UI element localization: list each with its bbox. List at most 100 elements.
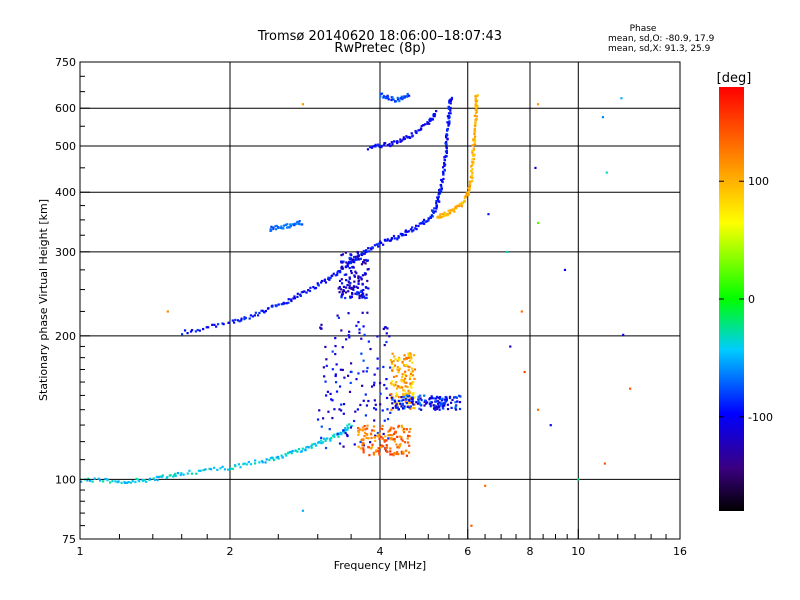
data-point <box>334 373 337 376</box>
data-point <box>156 479 159 482</box>
data-point <box>396 96 399 99</box>
data-point <box>402 452 405 455</box>
data-point <box>311 443 314 446</box>
data-point <box>445 399 448 402</box>
data-point <box>403 405 406 408</box>
data-point <box>350 287 353 290</box>
data-point <box>261 309 264 312</box>
data-point <box>372 451 376 454</box>
data-point <box>429 397 432 400</box>
data-point <box>400 450 403 453</box>
data-point <box>129 481 132 484</box>
data-point <box>443 398 447 401</box>
data-point <box>407 392 411 395</box>
data-point <box>440 185 443 188</box>
data-point <box>388 143 391 146</box>
data-point <box>446 128 449 131</box>
data-point <box>353 255 356 259</box>
data-point <box>423 399 427 402</box>
data-point <box>403 373 407 376</box>
data-point <box>276 455 280 459</box>
data-point <box>282 302 285 306</box>
data-point <box>443 164 446 167</box>
data-point <box>469 182 472 185</box>
data-point <box>361 444 364 447</box>
data-point <box>284 223 287 226</box>
data-point <box>362 295 366 298</box>
data-point <box>202 469 205 472</box>
data-point <box>338 285 341 289</box>
data-point <box>369 432 373 435</box>
data-point <box>408 375 412 378</box>
data-point <box>221 465 224 468</box>
data-point <box>172 475 175 478</box>
data-point <box>379 403 382 406</box>
data-point <box>287 226 290 229</box>
data-point <box>369 247 372 250</box>
data-point <box>408 394 411 398</box>
data-point <box>403 392 406 395</box>
data-point <box>272 458 276 462</box>
data-point <box>314 444 318 447</box>
data-point <box>227 321 231 324</box>
data-point <box>395 403 398 406</box>
data-point <box>391 434 394 437</box>
data-point <box>334 352 337 356</box>
data-point <box>458 204 461 208</box>
data-point <box>328 278 331 281</box>
data-point <box>379 392 382 395</box>
data-point <box>157 475 160 479</box>
data-point <box>351 260 354 263</box>
data-point <box>349 282 352 285</box>
data-point <box>410 371 413 374</box>
data-point <box>379 145 382 148</box>
data-point <box>274 225 277 228</box>
data-point <box>396 400 400 403</box>
data-point <box>357 430 360 433</box>
data-point <box>446 403 449 406</box>
data-point <box>239 466 242 469</box>
data-point <box>189 330 193 333</box>
data-point <box>341 346 344 349</box>
data-point <box>376 357 379 360</box>
data-point <box>467 187 470 190</box>
data-point <box>342 445 345 448</box>
data-point <box>467 193 470 196</box>
data-point <box>427 217 430 220</box>
data-point <box>286 223 289 226</box>
data-point <box>433 113 437 116</box>
data-point <box>231 467 234 470</box>
data-point <box>337 316 341 319</box>
data-point <box>474 99 477 102</box>
data-point <box>296 450 299 453</box>
data-point <box>389 428 392 431</box>
data-point <box>403 394 407 397</box>
data-point <box>396 140 399 143</box>
data-point <box>445 147 448 150</box>
data-point <box>347 281 351 284</box>
data-point <box>434 406 438 409</box>
data-point <box>207 326 210 329</box>
data-point <box>387 430 390 433</box>
data-point <box>401 375 404 379</box>
data-point <box>375 449 378 452</box>
data-point <box>391 96 394 99</box>
data-point <box>410 367 414 370</box>
data-point <box>301 509 305 512</box>
data-point <box>438 398 442 401</box>
data-point <box>355 257 358 260</box>
y-tick-label: 200 <box>55 330 76 343</box>
data-point <box>429 117 432 120</box>
data-point <box>322 366 325 369</box>
data-point <box>395 381 398 384</box>
data-point <box>435 110 438 113</box>
data-point <box>93 477 96 480</box>
data-point <box>240 319 243 322</box>
data-point <box>331 368 334 371</box>
data-point <box>472 158 476 161</box>
data-point <box>404 400 407 404</box>
data-point <box>355 324 358 327</box>
data-point <box>401 439 404 442</box>
data-point <box>458 394 461 397</box>
data-point <box>372 425 376 428</box>
